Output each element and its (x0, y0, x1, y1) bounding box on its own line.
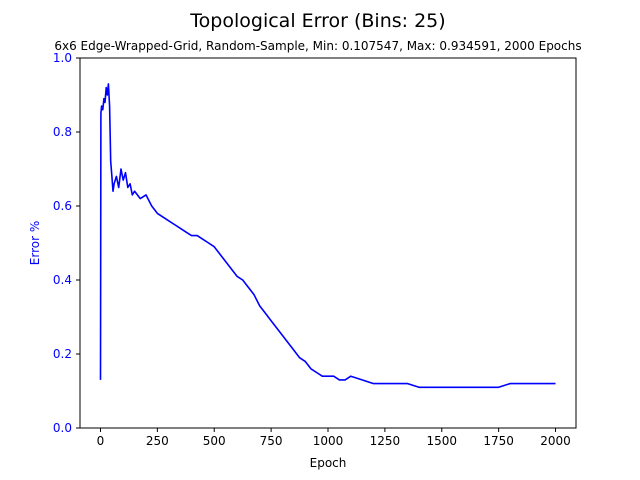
y-tick-label: 0.8 (53, 125, 72, 139)
x-tick-label: 0 (97, 434, 105, 448)
x-axis-label: Epoch (310, 456, 347, 470)
chart-subtitle: 6x6 Edge-Wrapped-Grid, Random-Sample, Mi… (54, 39, 581, 53)
x-tick-label: 500 (203, 434, 226, 448)
x-tick-label: 1250 (370, 434, 401, 448)
x-tick-label: 2000 (540, 434, 571, 448)
y-axis-label: Error % (28, 221, 42, 265)
x-tick-label: 250 (146, 434, 169, 448)
y-tick-label: 0.0 (53, 421, 72, 435)
x-tick-label: 1000 (313, 434, 344, 448)
x-tick-label: 1750 (483, 434, 514, 448)
y-tick-label: 0.2 (53, 347, 72, 361)
chart-title: Topological Error (Bins: 25) (189, 10, 445, 32)
plot-frame (79, 57, 577, 429)
y-tick-label: 0.4 (53, 273, 72, 287)
plot-area: 0 250 500 750 1000 1250 1500 1750 2000 0.0 0.2 0.4 0… (53, 51, 577, 448)
series-line (99, 83, 556, 389)
x-tick-label: 1500 (426, 434, 457, 448)
y-tick-label: 0.6 (53, 199, 72, 213)
x-tick-label: 750 (260, 434, 283, 448)
y-tick-label: 1.0 (53, 51, 72, 65)
